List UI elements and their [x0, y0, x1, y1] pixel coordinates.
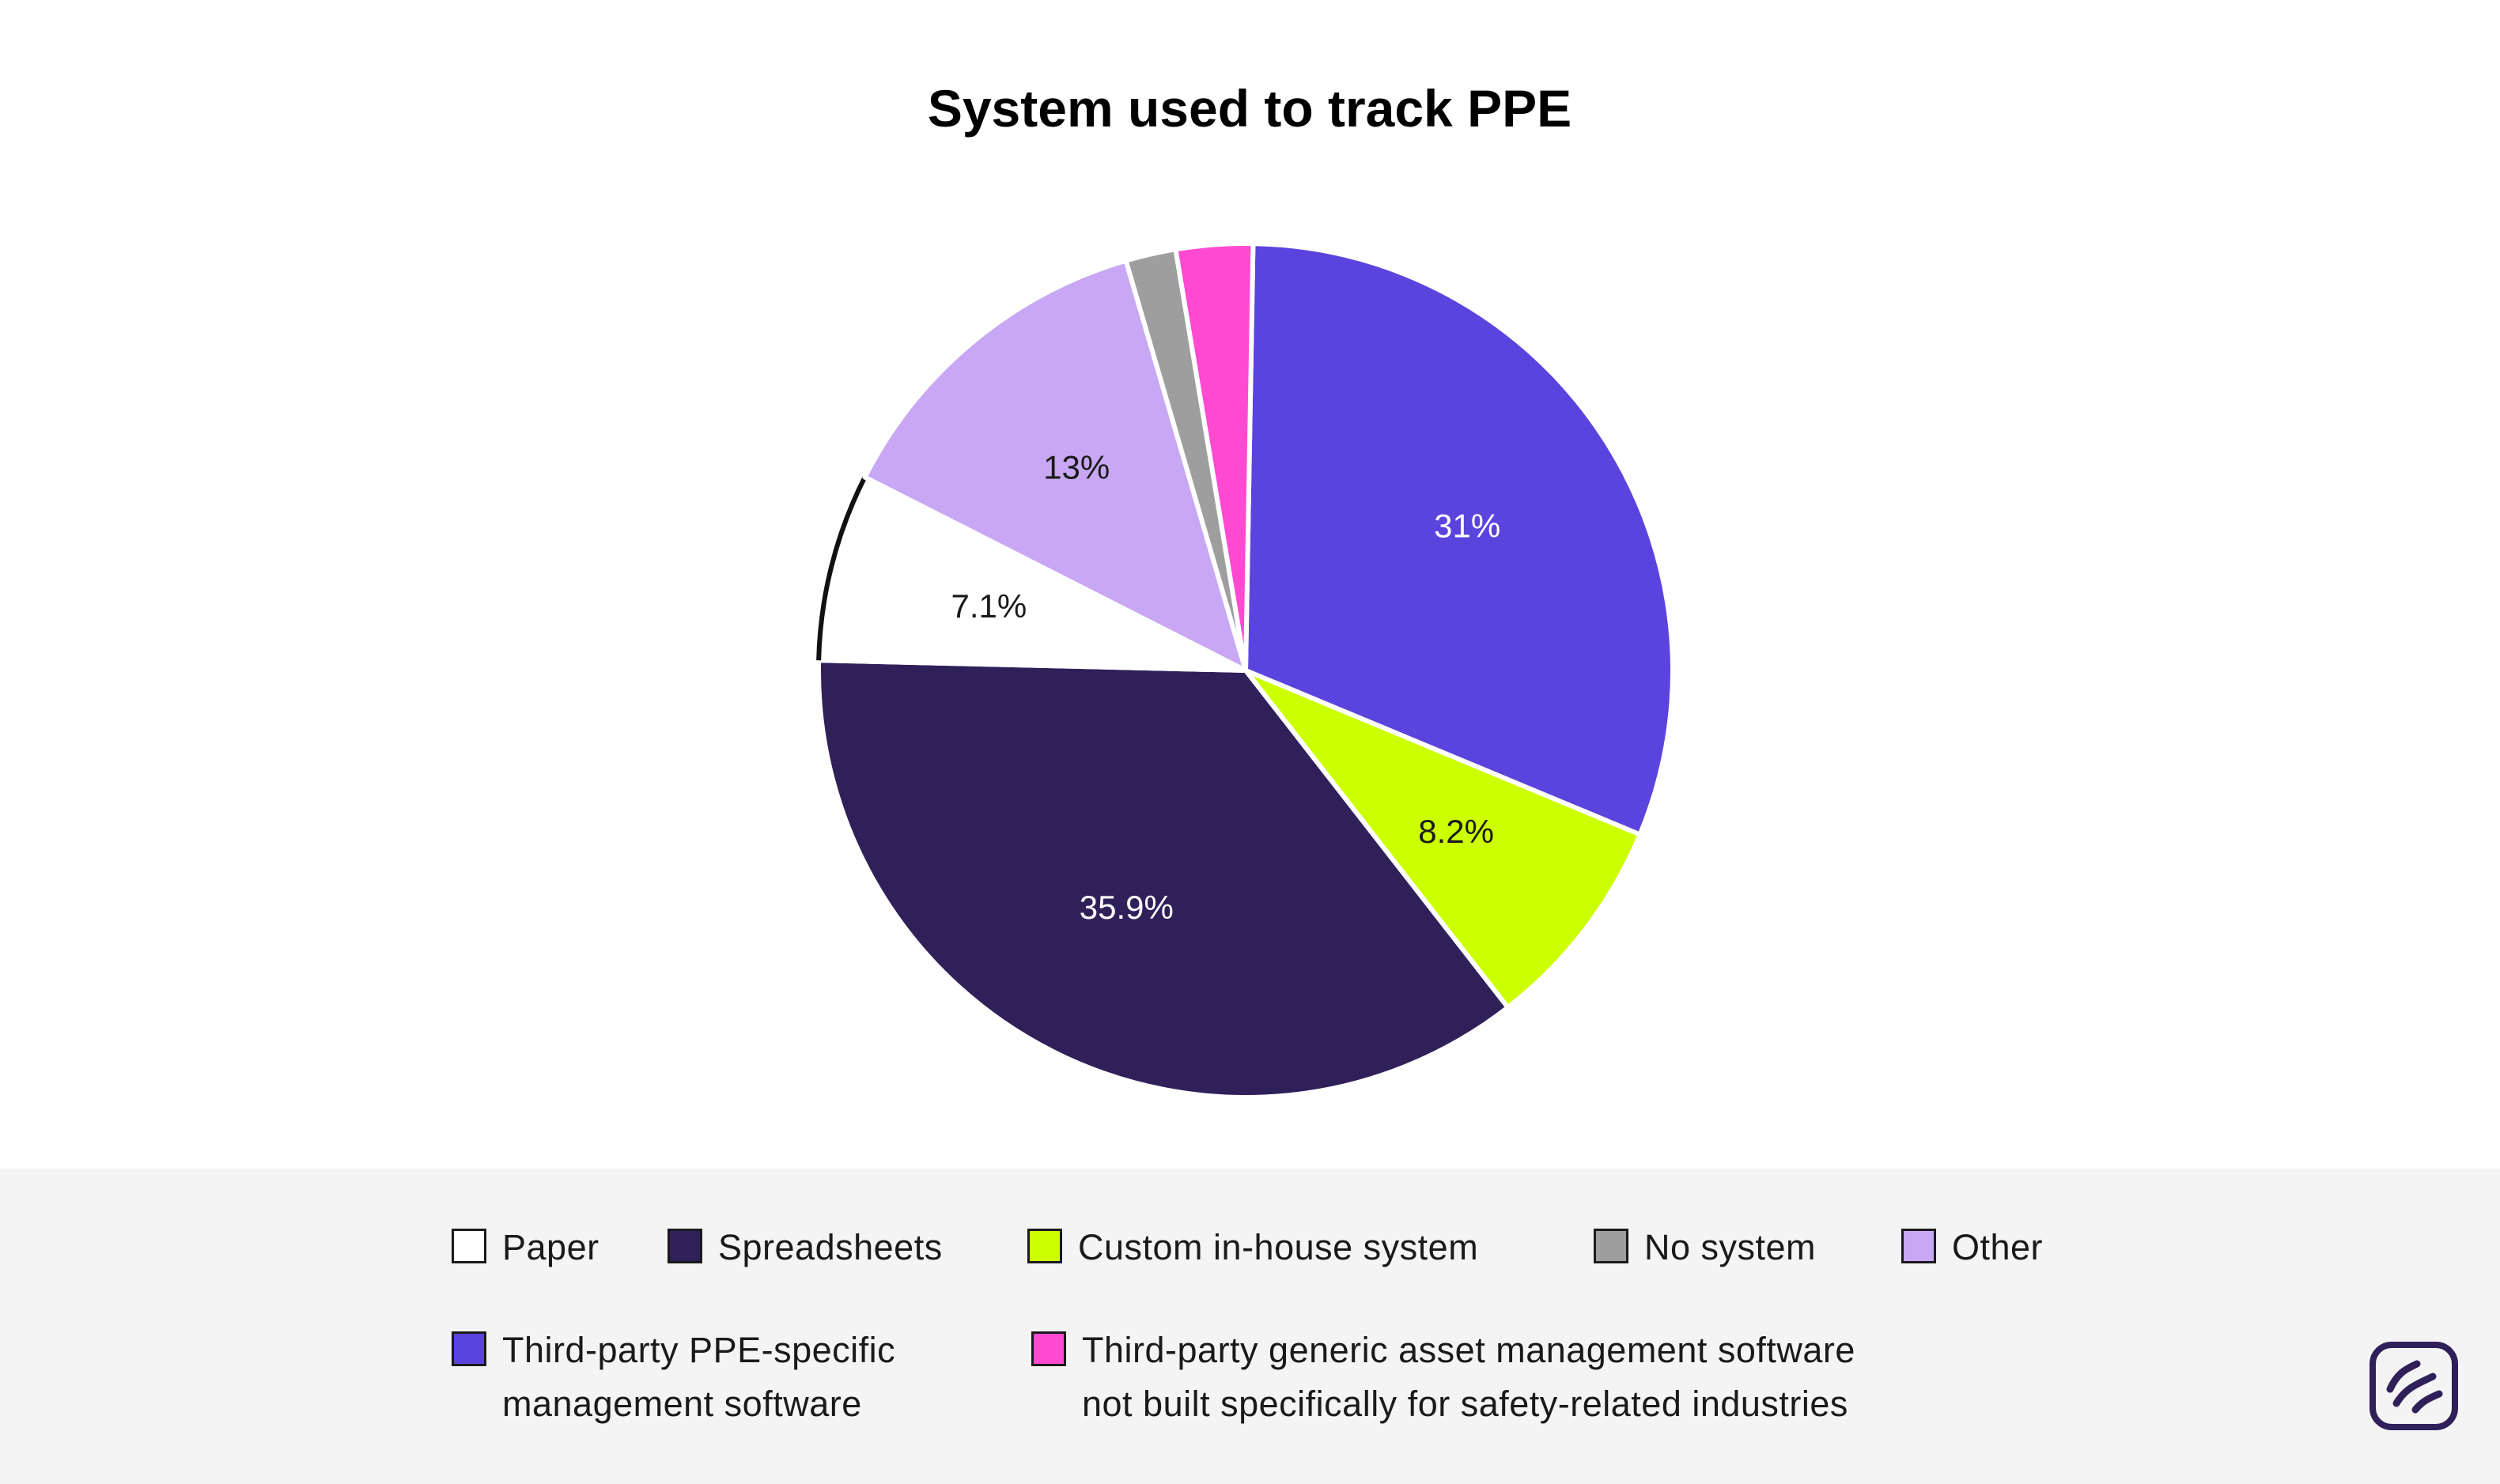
- pie-slice-third-party-ppe-specific-management-soft: [1243, 241, 1675, 837]
- legend-swatch-third-party-generic-asset: [1031, 1331, 1066, 1366]
- pie-slice-labels: 31% 8.2% 35.9% 7.1% 13%: [951, 448, 1500, 926]
- legend-label-custom-in-house-system: Custom in-house system: [1078, 1227, 1479, 1267]
- legend-swatch-spreadsheets: [668, 1229, 702, 1263]
- pie-chart-svg: System used to track PPE 31% 8.2% 35.9% 7.1…: [816, 79, 1675, 1100]
- pie-slice-other: [862, 258, 1248, 673]
- pie-label-spreadsheets: 35.9%: [1080, 889, 1174, 926]
- legend-label-other: Other: [1952, 1227, 2044, 1267]
- legend-swatch-third-party-ppe-specific: [452, 1331, 486, 1366]
- legend-item-third-party-ppe-specific: Third-party PPE-specific management soft…: [452, 1327, 895, 1431]
- legend-swatch-no-system: [1594, 1229, 1628, 1263]
- legend-label-spreadsheets: Spreadsheets: [718, 1227, 943, 1267]
- pie-label-other: 13%: [1043, 448, 1110, 485]
- chart-title: System used to track PPE: [928, 79, 1571, 138]
- legend-item-spreadsheets: Spreadsheets: [668, 1224, 943, 1274]
- pie-slice-outline-paper: [816, 476, 868, 661]
- legend: Paper Spreadsheets Custom in-house syste…: [0, 1169, 2500, 1484]
- legend-label-no-system: No system: [1644, 1227, 1817, 1267]
- pie-slice-third-party-generic-asset-management-sof: [1173, 241, 1256, 673]
- legend-label-third-party-generic-asset: Third-party generic asset management sof…: [1082, 1330, 1855, 1424]
- legend-swatch-paper: [452, 1229, 486, 1263]
- legend-item-other: Other: [1901, 1224, 2043, 1274]
- legend-item-paper: Paper: [452, 1224, 599, 1274]
- pie-label-third-party-ppe-specific-management-soft: 31%: [1434, 508, 1500, 545]
- legend-label-paper: Paper: [502, 1227, 599, 1267]
- legend-swatch-other: [1901, 1229, 1936, 1263]
- pie-slice-custom-in-house-system: [1243, 668, 1643, 1010]
- legend-label-third-party-ppe-specific: Third-party PPE-specific management soft…: [502, 1330, 896, 1424]
- legend-swatch-custom-in-house-system: [1027, 1229, 1062, 1263]
- pie-label-custom-in-house-system: 8.2%: [1418, 813, 1494, 850]
- legend-item-third-party-generic-asset: Third-party generic asset management sof…: [1031, 1327, 1855, 1431]
- pie-slice-spreadsheets: [816, 658, 1511, 1100]
- legend-item-custom-in-house-system: Custom in-house system: [1027, 1224, 1478, 1274]
- pie-slices: [816, 241, 1675, 1100]
- legend-item-no-system: No system: [1594, 1224, 1816, 1274]
- pie-label-paper: 7.1%: [951, 587, 1027, 625]
- brand-waves-icon: [2370, 1342, 2458, 1430]
